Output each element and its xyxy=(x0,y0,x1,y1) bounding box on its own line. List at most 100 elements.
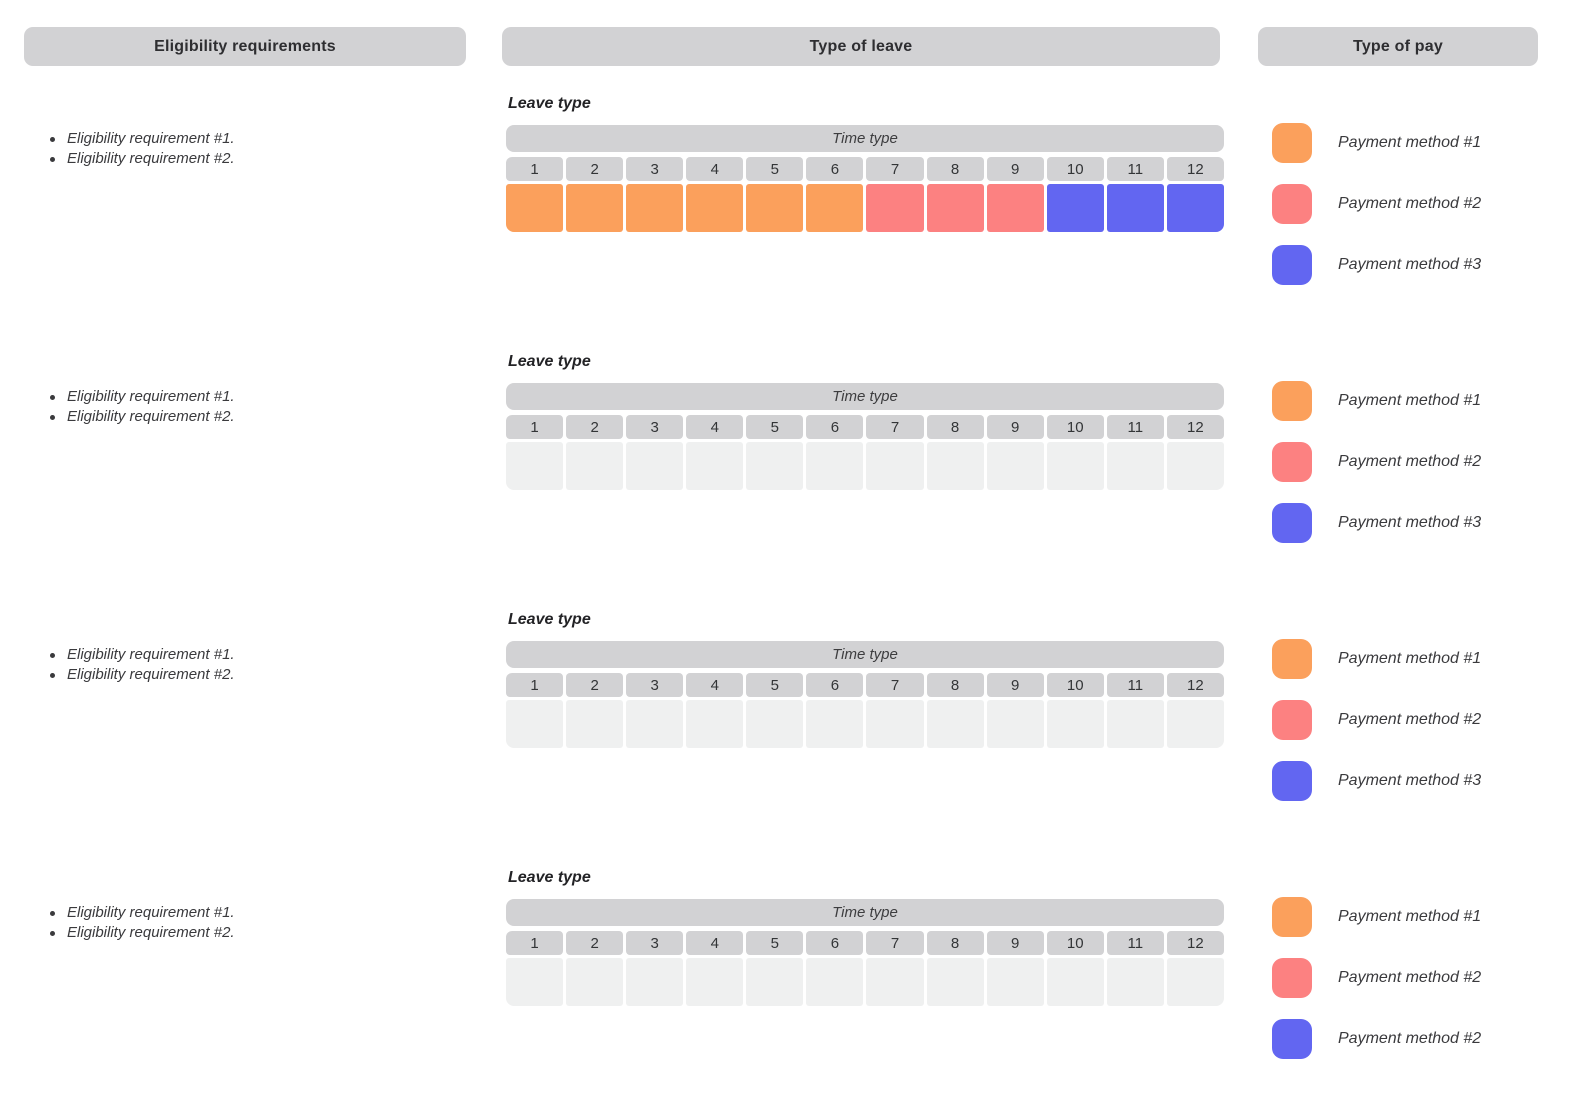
time-type-header: Time type xyxy=(506,383,1224,410)
payment-method-swatch xyxy=(1272,700,1312,740)
payment-method-label: Payment method #3 xyxy=(1338,514,1482,531)
eligibility-list: Eligibility requirement #1. Eligibility … xyxy=(48,903,448,943)
payment-method-label: Payment method #1 xyxy=(1338,392,1482,409)
column-header-type-of-leave: Type of leave xyxy=(502,27,1220,66)
month-cell: 11 xyxy=(1106,157,1164,181)
duration-cell xyxy=(986,442,1044,490)
month-cell: 10 xyxy=(1046,415,1104,439)
payment-method-swatch xyxy=(1272,381,1312,421)
duration-cell xyxy=(1046,442,1104,490)
leave-section-4: Eligibility requirement #1. Eligibility … xyxy=(0,859,1581,1117)
month-cell: 8 xyxy=(926,415,984,439)
month-cell: 2 xyxy=(566,673,624,697)
leave-type-label: Leave type xyxy=(508,869,591,886)
month-header-row: 1 2 3 4 5 6 7 8 9 10 11 12 xyxy=(506,931,1224,955)
duration-cell xyxy=(806,442,864,490)
legend-item: Payment method #1 xyxy=(1272,381,1481,421)
pay-legend: Payment method #1 Payment method #2 Paym… xyxy=(1272,381,1481,564)
payment-method-label: Payment method #2 xyxy=(1338,453,1482,470)
month-cell: 3 xyxy=(626,673,684,697)
duration-cell xyxy=(866,184,924,232)
month-cell: 4 xyxy=(686,931,744,955)
month-cell: 1 xyxy=(506,415,564,439)
eligibility-item: Eligibility requirement #1. xyxy=(48,387,448,407)
duration-cell xyxy=(806,184,864,232)
month-cell: 6 xyxy=(806,673,864,697)
duration-cell xyxy=(566,958,624,1006)
payment-method-swatch xyxy=(1272,958,1312,998)
month-cell: 4 xyxy=(686,157,744,181)
eligibility-item: Eligibility requirement #1. xyxy=(48,903,448,923)
legend-item: Payment method #2 xyxy=(1272,442,1481,482)
duration-cell xyxy=(986,700,1044,748)
duration-cell xyxy=(686,700,744,748)
eligibility-list: Eligibility requirement #1. Eligibility … xyxy=(48,645,448,685)
duration-cell xyxy=(1046,958,1104,1006)
pay-legend: Payment method #1 Payment method #2 Paym… xyxy=(1272,897,1481,1080)
month-cell: 9 xyxy=(986,673,1044,697)
month-cell: 4 xyxy=(686,415,744,439)
month-cell: 5 xyxy=(746,415,804,439)
month-cell: 12 xyxy=(1166,673,1224,697)
payment-method-label: Payment method #1 xyxy=(1338,908,1482,925)
month-cell: 5 xyxy=(746,157,804,181)
month-cell: 6 xyxy=(806,415,864,439)
payment-method-swatch xyxy=(1272,245,1312,285)
legend-item: Payment method #2 xyxy=(1272,700,1481,740)
month-cell: 12 xyxy=(1166,157,1224,181)
duration-cell xyxy=(626,442,684,490)
duration-cell xyxy=(866,958,924,1006)
payment-method-swatch xyxy=(1272,442,1312,482)
month-cell: 3 xyxy=(626,157,684,181)
duration-cell xyxy=(626,958,684,1006)
month-cell: 12 xyxy=(1166,415,1224,439)
legend-item: Payment method #1 xyxy=(1272,639,1481,679)
duration-cell xyxy=(866,442,924,490)
duration-cell xyxy=(1166,958,1224,1006)
leave-section-2: Eligibility requirement #1. Eligibility … xyxy=(0,343,1581,601)
duration-cell xyxy=(626,700,684,748)
duration-cell xyxy=(566,700,624,748)
month-cell: 8 xyxy=(926,673,984,697)
duration-cell xyxy=(686,184,744,232)
leave-type-label: Leave type xyxy=(508,611,591,628)
leave-section-3: Eligibility requirement #1. Eligibility … xyxy=(0,601,1581,859)
payment-method-swatch xyxy=(1272,184,1312,224)
legend-item: Payment method #2 xyxy=(1272,1019,1481,1059)
month-cell: 9 xyxy=(986,931,1044,955)
duration-cell xyxy=(1046,184,1104,232)
month-cell: 10 xyxy=(1046,157,1104,181)
payment-method-label: Payment method #3 xyxy=(1338,256,1482,273)
duration-cell xyxy=(806,958,864,1006)
duration-cell xyxy=(746,700,804,748)
legend-item: Payment method #3 xyxy=(1272,761,1481,801)
duration-cell xyxy=(926,184,984,232)
duration-cell xyxy=(926,958,984,1006)
time-type-header: Time type xyxy=(506,125,1224,152)
month-cell: 10 xyxy=(1046,931,1104,955)
month-cell: 1 xyxy=(506,931,564,955)
payment-method-label: Payment method #2 xyxy=(1338,711,1482,728)
leave-duration-row xyxy=(506,184,1224,232)
leave-section-1: Eligibility requirement #1. Eligibility … xyxy=(0,85,1581,343)
column-header-type-of-pay: Type of pay xyxy=(1258,27,1538,66)
payment-method-swatch xyxy=(1272,1019,1312,1059)
payment-method-label: Payment method #1 xyxy=(1338,650,1482,667)
duration-cell xyxy=(746,958,804,1006)
month-cell: 11 xyxy=(1106,673,1164,697)
eligibility-list: Eligibility requirement #1. Eligibility … xyxy=(48,129,448,169)
payment-method-label: Payment method #2 xyxy=(1338,1030,1482,1047)
month-cell: 7 xyxy=(866,931,924,955)
time-type-header: Time type xyxy=(506,899,1224,926)
pay-legend: Payment method #1 Payment method #2 Paym… xyxy=(1272,639,1481,822)
month-cell: 5 xyxy=(746,931,804,955)
payment-method-swatch xyxy=(1272,639,1312,679)
legend-item: Payment method #2 xyxy=(1272,184,1481,224)
month-cell: 3 xyxy=(626,415,684,439)
legend-item: Payment method #2 xyxy=(1272,958,1481,998)
leave-duration-row xyxy=(506,958,1224,1006)
duration-cell xyxy=(926,442,984,490)
month-cell: 4 xyxy=(686,673,744,697)
duration-cell xyxy=(686,958,744,1006)
duration-cell xyxy=(1106,958,1164,1006)
